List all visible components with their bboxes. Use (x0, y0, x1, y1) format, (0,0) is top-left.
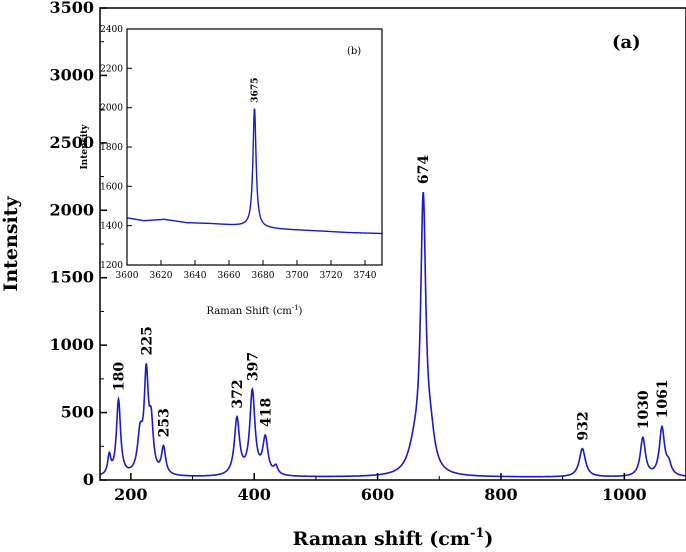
y-tick-label: 500 (61, 403, 94, 422)
inset-x-tick-label: 3640 (184, 271, 207, 281)
peak-label: 397 (245, 352, 261, 381)
y-tick-label: 1500 (49, 268, 94, 287)
peak-label: 1061 (655, 379, 671, 418)
peak-label: 253 (157, 408, 173, 437)
y-tick-label: 3500 (49, 0, 94, 17)
peak-label: 372 (230, 379, 246, 408)
inset-plot: 1200 1400 1600 1800 2000 2200 2400 3600 3620 3640… (80, 25, 383, 317)
inset-x-tick-label: 3700 (286, 271, 309, 281)
inset-y-tick-label: 2000 (100, 104, 123, 114)
inset-x-tick-label: 3600 (116, 271, 139, 281)
x-tick-label: 400 (238, 485, 271, 504)
peak-label: 418 (258, 398, 274, 427)
y-tick-label: 2000 (49, 200, 94, 219)
inset-y-tick-label: 1800 (100, 143, 123, 153)
x-axis-title: Raman shift (cm-1) (293, 526, 494, 550)
inset-x-tick-label: 3720 (320, 271, 343, 281)
x-tick-label: 200 (114, 485, 147, 504)
y-tick-label: 3000 (49, 65, 94, 84)
inset-x-axis-title: Raman Shift (cm-1) (207, 304, 303, 317)
inset-y-tick-label: 2200 (100, 64, 123, 74)
inset-background (127, 29, 382, 265)
x-tick-label: 600 (361, 485, 394, 504)
y-axis-title: Intensity (0, 195, 22, 291)
inset-x-tick-label: 3680 (252, 271, 275, 281)
inset-y-axis-title: Intensity (80, 124, 90, 170)
inset-y-tick-label: 2400 (100, 25, 123, 35)
inset-x-tick-label: 3660 (218, 271, 241, 281)
inset-y-tick-label: 1600 (100, 182, 123, 192)
panel-label-a: (a) (612, 32, 641, 53)
inset-peak-label: 3675 (251, 78, 261, 103)
panel-label-b: (b) (347, 46, 361, 57)
peak-label: 932 (575, 411, 591, 440)
inset-x-tick-label: 3740 (354, 271, 377, 281)
y-tick-label: 2500 (49, 133, 94, 152)
inset-spectrum-line (126, 108, 383, 235)
y-tick-label: 1000 (49, 335, 94, 354)
x-tick-label: 1000 (602, 485, 647, 504)
peak-label: 225 (139, 326, 155, 355)
y-tick-label: 0 (83, 470, 94, 489)
x-tick-label: 800 (484, 485, 517, 504)
peak-label: 1030 (636, 390, 652, 429)
inset-x-tick-label: 3620 (150, 271, 173, 281)
inset-y-tick-label: 1400 (100, 222, 123, 232)
peak-label: 674 (416, 155, 432, 184)
inset-y-tick-label: 1200 (100, 261, 123, 271)
peak-label: 180 (112, 362, 128, 391)
spectrum-line (99, 192, 686, 478)
